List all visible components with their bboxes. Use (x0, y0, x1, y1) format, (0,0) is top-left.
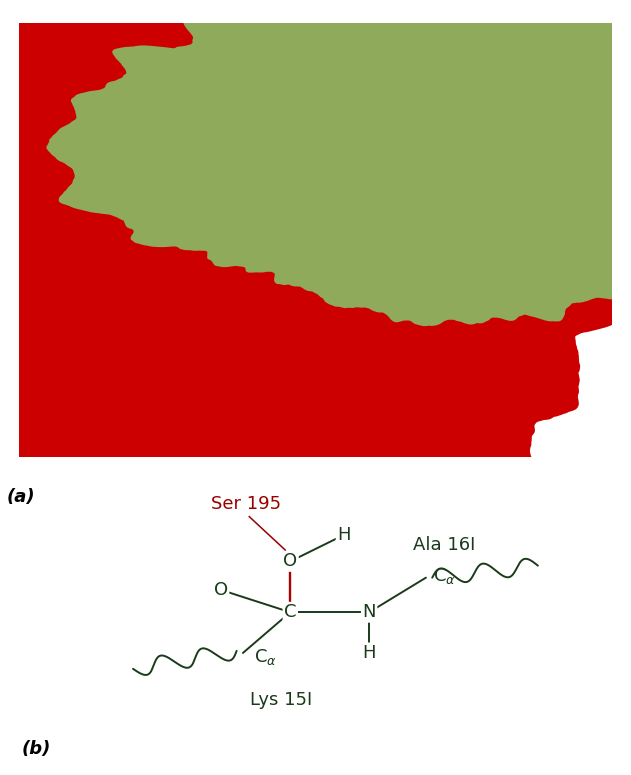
Polygon shape (46, 0, 631, 326)
Text: Ala 16I: Ala 16I (413, 536, 476, 554)
Text: C$_\alpha$: C$_\alpha$ (433, 566, 456, 586)
Text: N: N (362, 603, 376, 622)
Polygon shape (0, 0, 631, 697)
Text: O: O (283, 553, 297, 570)
Text: (b): (b) (22, 739, 52, 757)
Text: C$_\alpha$: C$_\alpha$ (254, 647, 277, 667)
Polygon shape (50, 275, 379, 561)
Text: H: H (362, 644, 376, 662)
Text: C: C (284, 603, 297, 622)
Text: O: O (214, 581, 228, 599)
Text: Ser 195: Ser 195 (211, 495, 281, 513)
Polygon shape (274, 160, 445, 300)
Text: H: H (337, 526, 351, 544)
Text: Lys 15I: Lys 15I (250, 691, 312, 708)
Text: (a): (a) (7, 487, 36, 505)
